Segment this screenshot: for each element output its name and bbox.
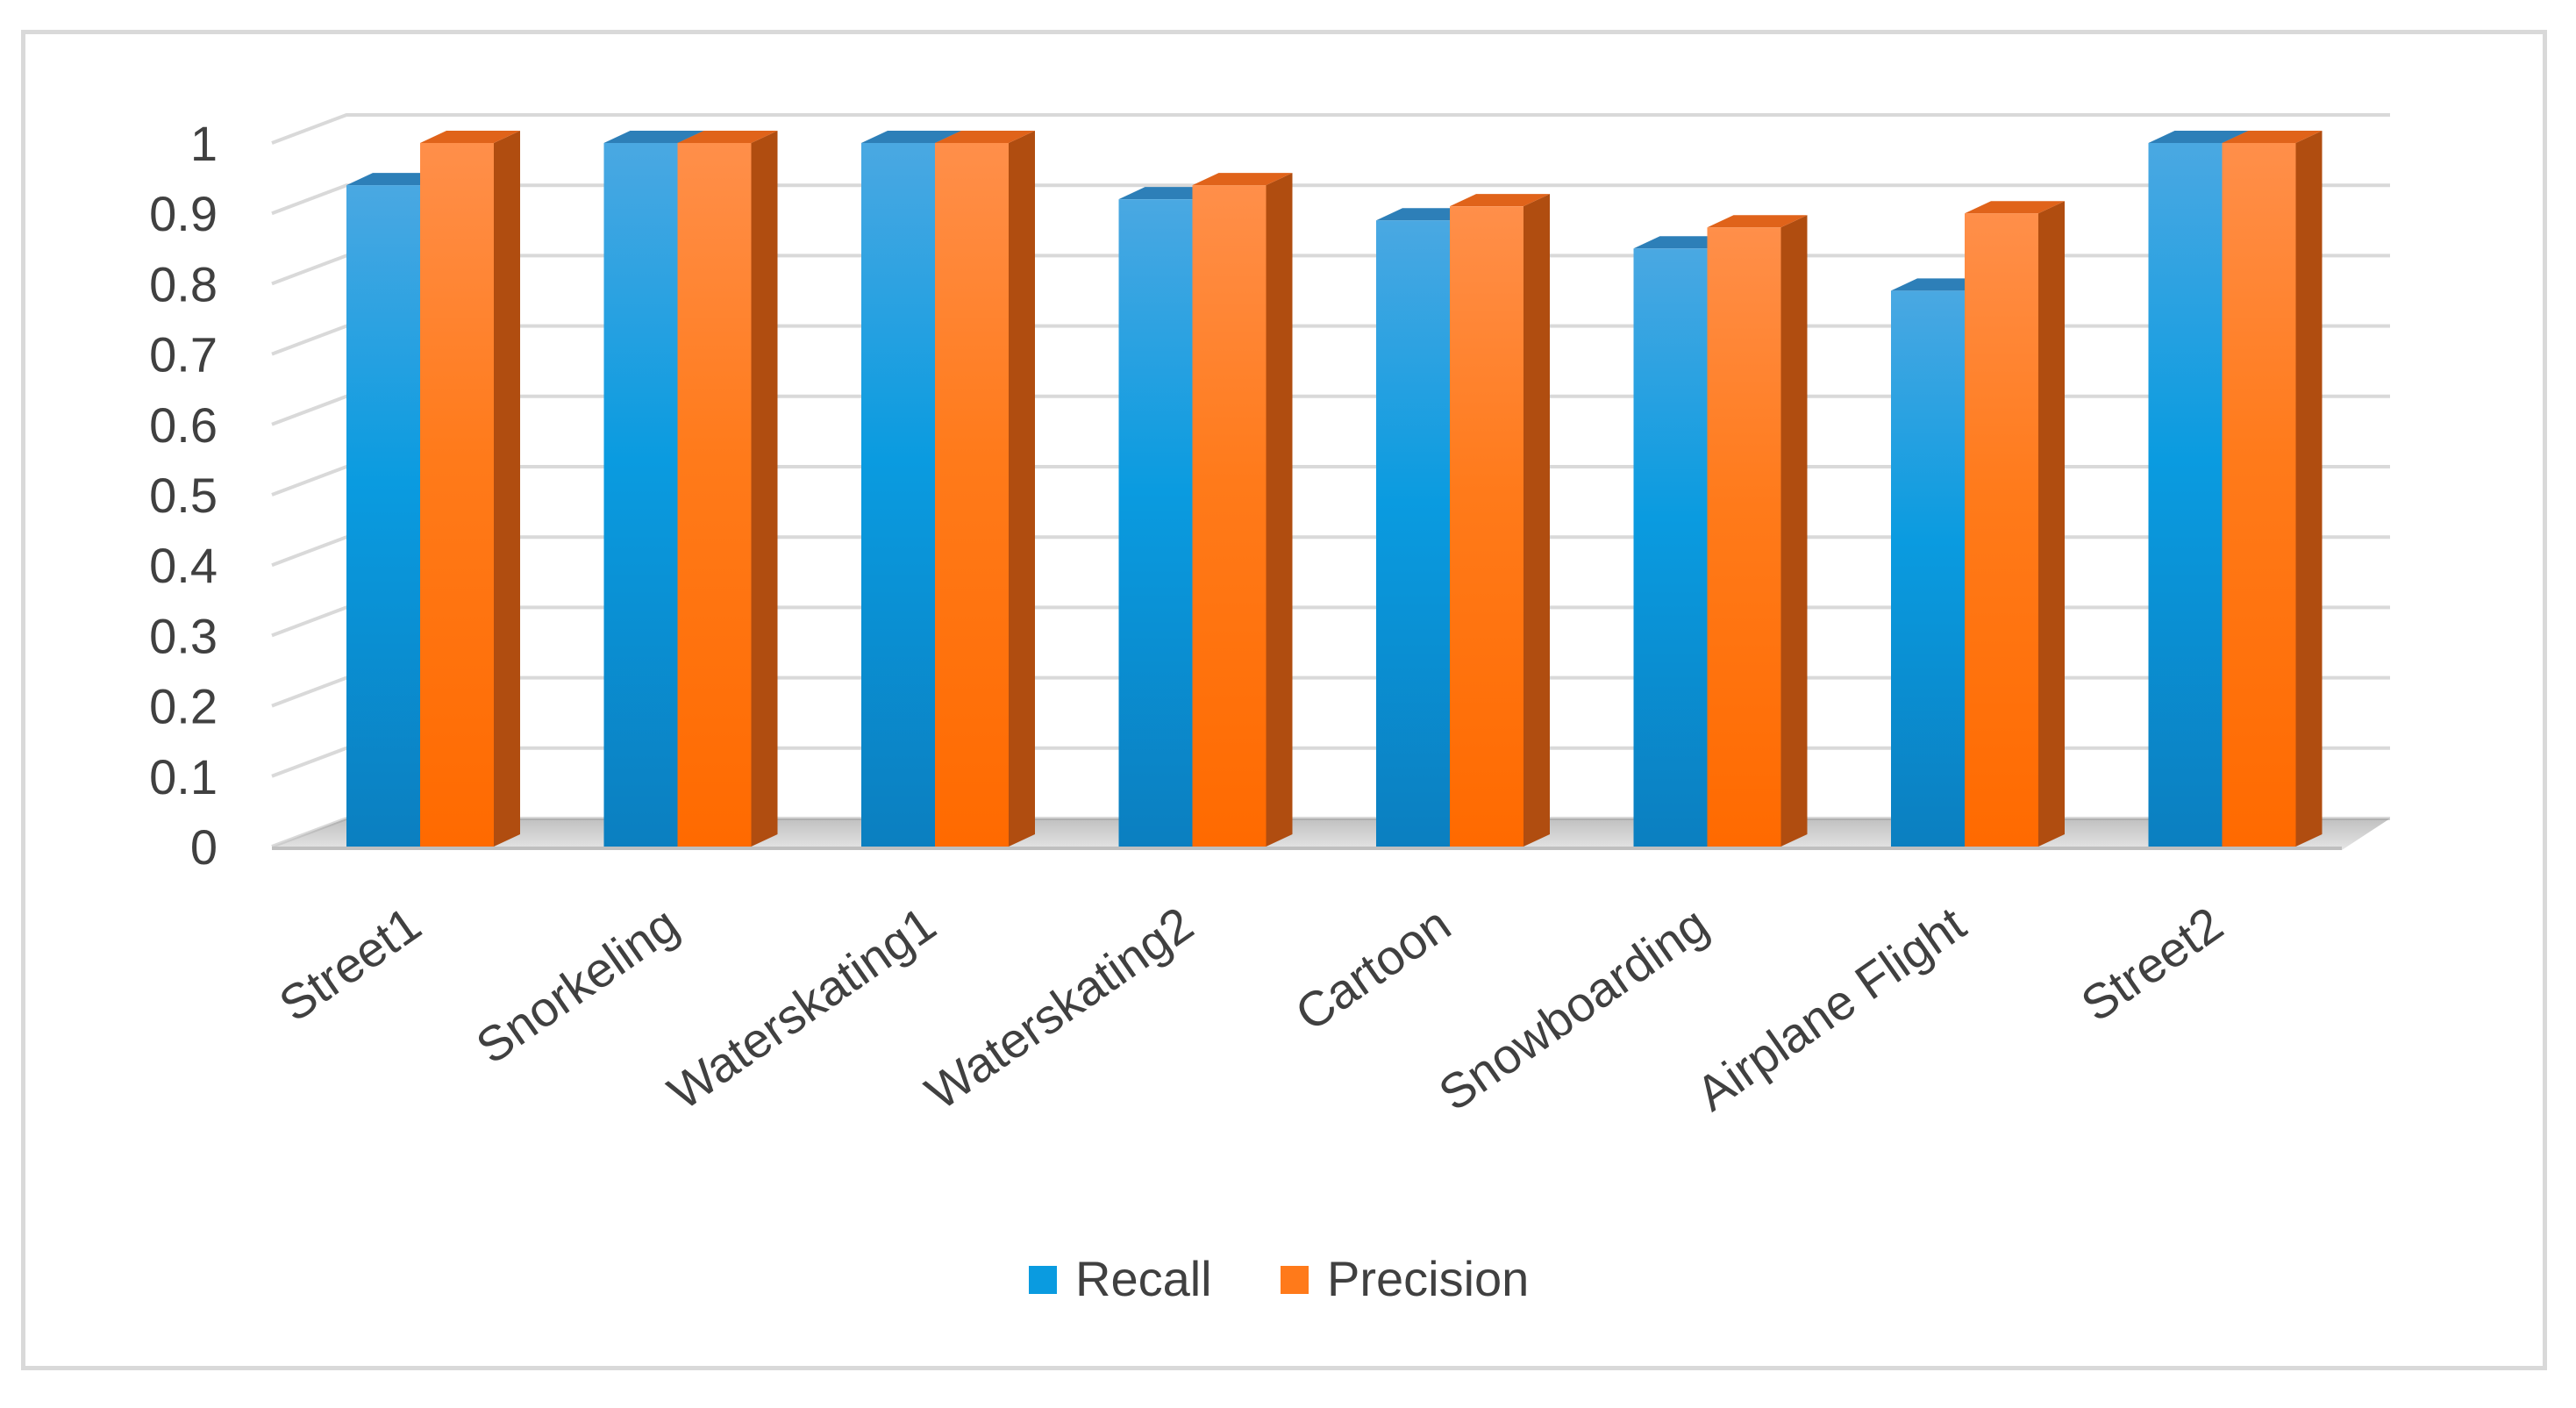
bar-side-face <box>2038 201 2065 847</box>
bar-top-face <box>935 131 1035 143</box>
y-tick-label: 0.8 <box>149 256 218 311</box>
bars <box>346 131 2323 847</box>
gridline <box>271 254 2390 286</box>
bar-front-face <box>2148 143 2223 847</box>
bar-precision-airplane-flight <box>1965 201 2065 847</box>
bar-front-face <box>861 143 935 847</box>
y-tick-label: 0.1 <box>149 749 218 804</box>
bar-front-face <box>1192 185 1267 847</box>
category-label: Snowboarding <box>1429 896 1717 1121</box>
bar-front-face <box>346 185 420 847</box>
bar-top-face <box>1707 215 1808 228</box>
category-label: Street1 <box>269 896 431 1032</box>
gridline <box>271 394 2390 426</box>
gridline <box>271 465 2390 497</box>
bar-top-face <box>2222 131 2323 143</box>
gridline <box>271 535 2390 568</box>
bar-side-face <box>2295 131 2323 847</box>
bar-top-face <box>2148 131 2249 143</box>
bar-precision-street1 <box>420 131 520 847</box>
floor-plane <box>272 818 2390 850</box>
bar-front-face <box>2222 143 2296 847</box>
gridline <box>271 746 2390 778</box>
bar-top-face <box>420 131 520 143</box>
bar-precision-snorkeling <box>677 131 778 847</box>
y-tick-label: 0.5 <box>149 468 218 523</box>
bar-front-face <box>677 143 752 847</box>
legend-swatch <box>1281 1266 1309 1294</box>
gridline <box>271 605 2390 638</box>
legend-label: Recall <box>1075 1251 1212 1306</box>
y-axis-tick-labels: 0 0.1 0.2 0.3 0.4 0.5 0.6 0.7 0.8 0.9 1 <box>149 116 218 875</box>
y-tick-label: 0.2 <box>149 679 218 734</box>
legend: Recall Precision <box>1029 1251 1529 1306</box>
bar-front-face <box>935 143 1009 847</box>
y-tick-label: 0.7 <box>149 327 218 382</box>
chart-floor <box>272 818 2390 850</box>
bar-precision-street2 <box>2222 131 2323 847</box>
bar-top-face <box>1192 173 1293 186</box>
bar-precision-cartoon <box>1450 194 1550 847</box>
bar-side-face <box>1780 215 1808 847</box>
category-label: Waterskating2 <box>916 896 1203 1120</box>
y-tick-label: 0.9 <box>149 186 218 241</box>
legend-item-recall: Recall <box>1029 1251 1212 1306</box>
y-tick-label: 0.6 <box>149 397 218 453</box>
bar-side-face <box>1523 194 1550 847</box>
bar-side-face <box>1266 173 1293 847</box>
bar-top-face <box>861 131 961 143</box>
y-tick-label: 0 <box>190 819 218 875</box>
bar-top-face <box>1450 194 1550 207</box>
y-tick-label: 1 <box>190 116 218 171</box>
y-tick-label: 0.4 <box>149 538 218 593</box>
bar-front-face <box>420 143 494 847</box>
bar-front-face <box>1891 290 1965 847</box>
bar-top-face <box>677 131 778 143</box>
gridline <box>271 183 2390 216</box>
x-axis-category-labels: Street1 SnorkelingWaterskating1Waterskati… <box>269 896 2233 1121</box>
bar-precision-waterskating2 <box>1192 173 1293 847</box>
gridlines <box>271 113 2390 848</box>
bar-side-face <box>1009 131 1035 847</box>
bar-front-face <box>1633 248 1708 847</box>
category-label: Waterskating1 <box>658 896 945 1120</box>
legend-item-precision: Precision <box>1281 1251 1529 1306</box>
bar-front-face <box>603 143 678 847</box>
gridline <box>271 675 2390 708</box>
bar-front-face <box>1965 213 2038 847</box>
bar-side-face <box>494 131 520 847</box>
legend-label: Precision <box>1327 1251 1529 1306</box>
category-label: Street2 <box>2071 896 2232 1032</box>
bar-front-face <box>1450 206 1523 847</box>
bar-precision-snowboarding <box>1707 215 1808 847</box>
bar-front-face <box>1118 199 1193 847</box>
y-tick-label: 0.3 <box>149 608 218 663</box>
gridline <box>271 113 2390 145</box>
bar-precision-waterskating1 <box>935 131 1035 847</box>
category-label: Cartoon <box>1286 896 1460 1041</box>
bar-side-face <box>751 131 778 847</box>
bar-top-face <box>603 131 704 143</box>
bar-top-face <box>1965 201 2065 214</box>
category-label: Airplane Flight <box>1687 896 1976 1121</box>
gridline <box>271 324 2390 356</box>
bar-front-face <box>1376 220 1450 847</box>
legend-swatch <box>1029 1266 1057 1294</box>
bar-front-face <box>1707 227 1781 847</box>
category-label: Snorkeling <box>466 896 688 1074</box>
